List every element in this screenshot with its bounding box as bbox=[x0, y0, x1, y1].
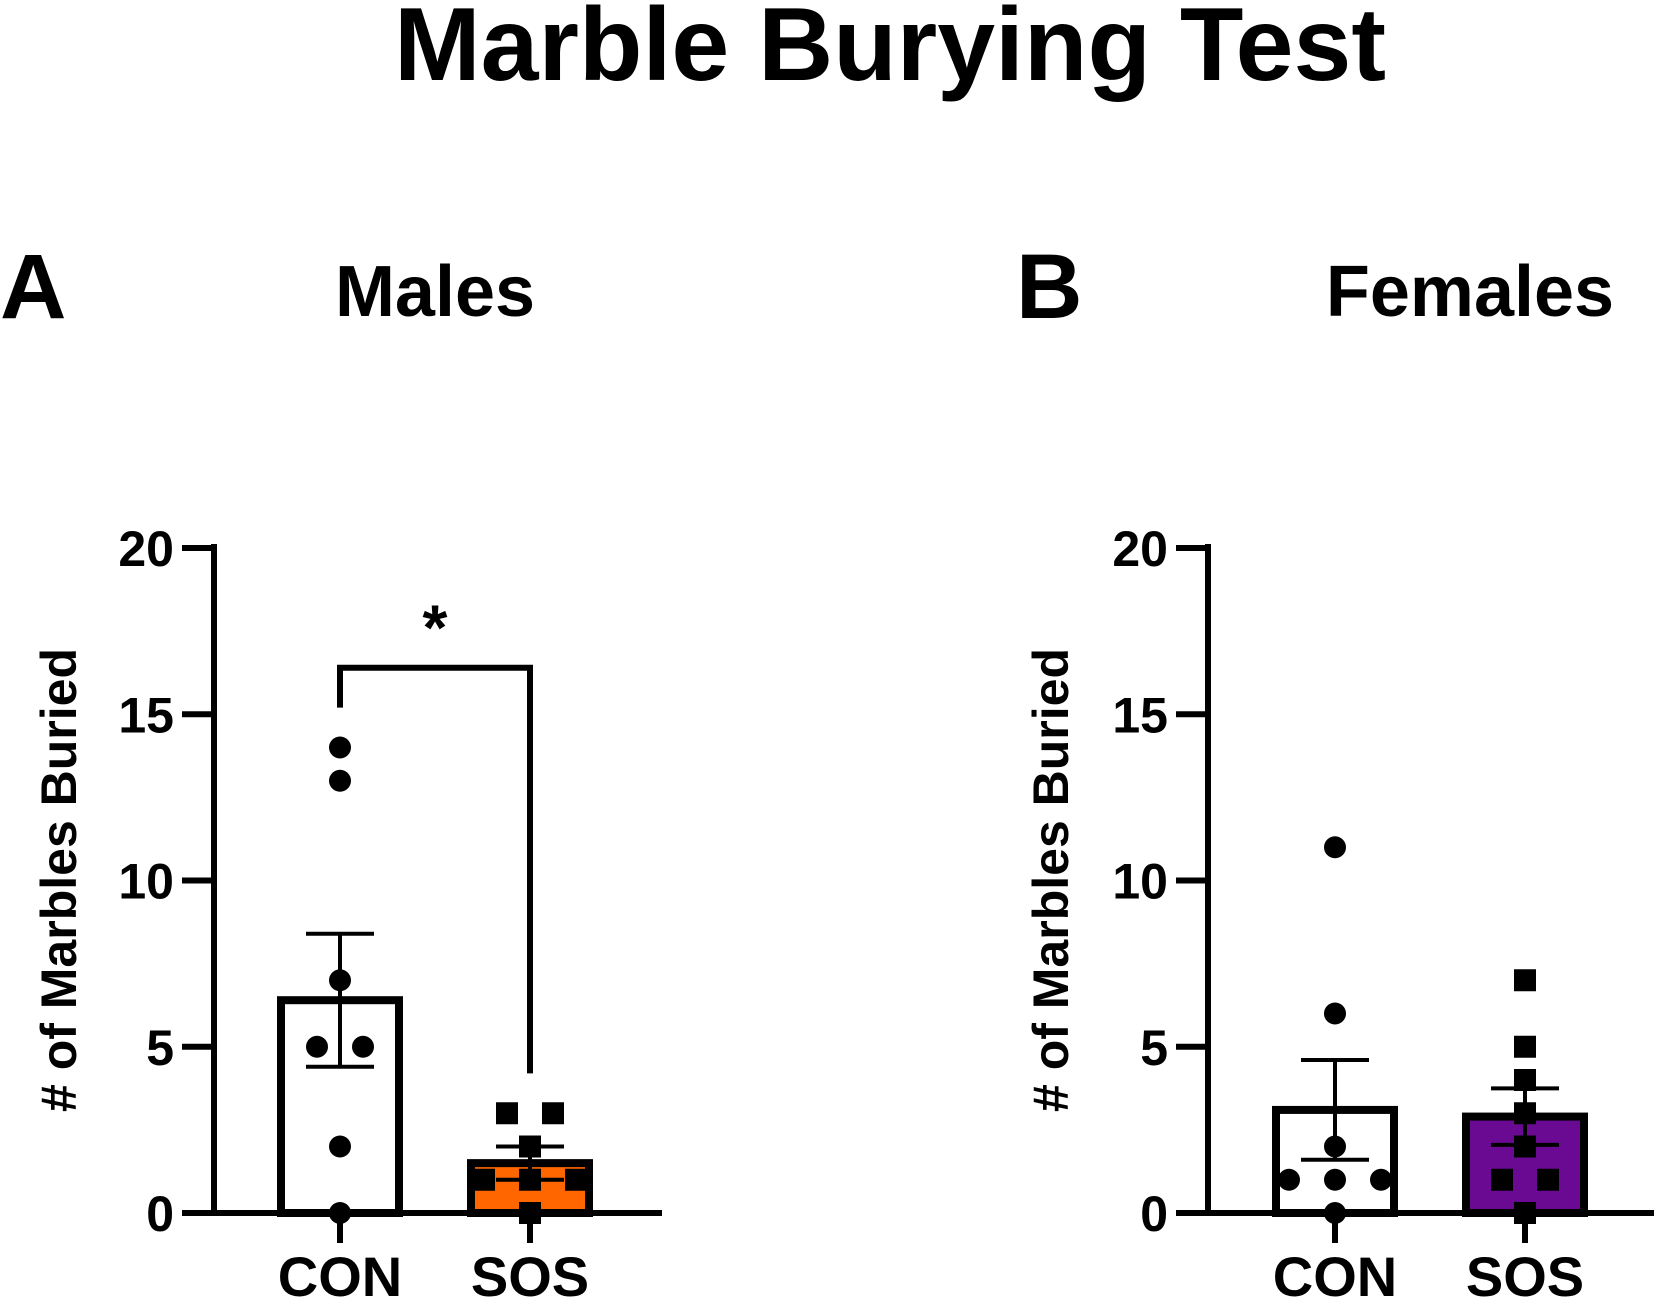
panel-b-point-con bbox=[1278, 1168, 1300, 1191]
panel-b-point-con bbox=[1324, 1168, 1346, 1191]
panel-a-significance-bracket: * bbox=[337, 592, 533, 1074]
panel-a-title: Males bbox=[335, 252, 535, 332]
panel-a-point-con bbox=[352, 1035, 374, 1058]
panel-a-point-sos bbox=[496, 1102, 518, 1125]
figure-title: Marble Burying Test bbox=[394, 0, 1386, 103]
panel-a-point-con bbox=[329, 736, 351, 759]
panel-a-point-sos bbox=[565, 1168, 587, 1191]
panel-b-point-sos bbox=[1514, 1102, 1536, 1125]
panel-b-y-tick-label: 5 bbox=[1140, 1020, 1168, 1076]
panel-a-y-tick-label: 0 bbox=[146, 1186, 174, 1242]
panel-b-point-con bbox=[1324, 836, 1346, 859]
panel-b-point-sos bbox=[1491, 1168, 1513, 1191]
panel-a-point-con bbox=[329, 969, 351, 992]
panel-b-y-axis-label: # of Marbles Buried bbox=[1023, 648, 1079, 1112]
panel-a-errorbar-con bbox=[306, 931, 374, 1069]
panel-b-point-sos bbox=[1514, 1035, 1536, 1058]
panel-a-y-tick-label: 20 bbox=[118, 521, 174, 577]
panel-b-y-tick-label: 15 bbox=[1112, 687, 1168, 743]
panel-b-title: Females bbox=[1326, 252, 1614, 332]
panel-a: A Males * 0 5 10 15 20 CON SOS # of Marbles Buri… bbox=[0, 236, 662, 1300]
panel-b-x-tick-label-sos: SOS bbox=[1466, 1245, 1584, 1300]
panel-a-significance-label: * bbox=[423, 592, 448, 664]
panel-a-plot: * 0 5 10 15 20 CON SOS # of Marbles Buried bbox=[31, 521, 662, 1300]
panel-b-x-tick-label-con: CON bbox=[1273, 1245, 1397, 1300]
panel-b-point-sos bbox=[1514, 1069, 1536, 1091]
panel-b-y-tick-label: 0 bbox=[1140, 1186, 1168, 1242]
panel-a-point-con bbox=[306, 1035, 328, 1058]
panel-a-point-sos bbox=[542, 1102, 564, 1125]
panel-a-point-sos bbox=[473, 1168, 495, 1191]
panel-a-y-tick-label: 10 bbox=[118, 854, 174, 910]
panel-b-y-tick-label: 20 bbox=[1112, 521, 1168, 577]
panel-a-point-sos bbox=[519, 1168, 541, 1191]
panel-b: B Females 0 5 10 15 20 CON SOS # of Marbles Bur… bbox=[1016, 236, 1654, 1300]
panel-b-point-sos bbox=[1514, 969, 1536, 992]
panel-b-point-con bbox=[1324, 1002, 1346, 1025]
panel-b-point-sos bbox=[1537, 1168, 1559, 1191]
panel-b-plot: 0 5 10 15 20 CON SOS # of Marbles Buried bbox=[1023, 521, 1654, 1300]
panel-a-x-tick-label-sos: SOS bbox=[471, 1245, 589, 1300]
panel-a-y-tick-label: 5 bbox=[146, 1020, 174, 1076]
panel-b-point-sos bbox=[1514, 1135, 1536, 1158]
panel-a-y-tick-label: 15 bbox=[118, 687, 174, 743]
panel-a-y-axis-label: # of Marbles Buried bbox=[31, 648, 87, 1112]
panel-a-point-con bbox=[329, 769, 351, 792]
panel-a-label: A bbox=[0, 236, 66, 338]
panel-b-label: B bbox=[1016, 236, 1082, 338]
panel-a-point-sos bbox=[519, 1135, 541, 1158]
panel-b-y-tick-label: 10 bbox=[1112, 854, 1168, 910]
panel-a-point-con bbox=[329, 1135, 351, 1158]
bracket-line bbox=[337, 664, 533, 1074]
panel-a-x-tick-label-con: CON bbox=[278, 1245, 402, 1300]
panel-b-point-con bbox=[1370, 1168, 1392, 1191]
panel-b-point-con bbox=[1324, 1135, 1346, 1158]
